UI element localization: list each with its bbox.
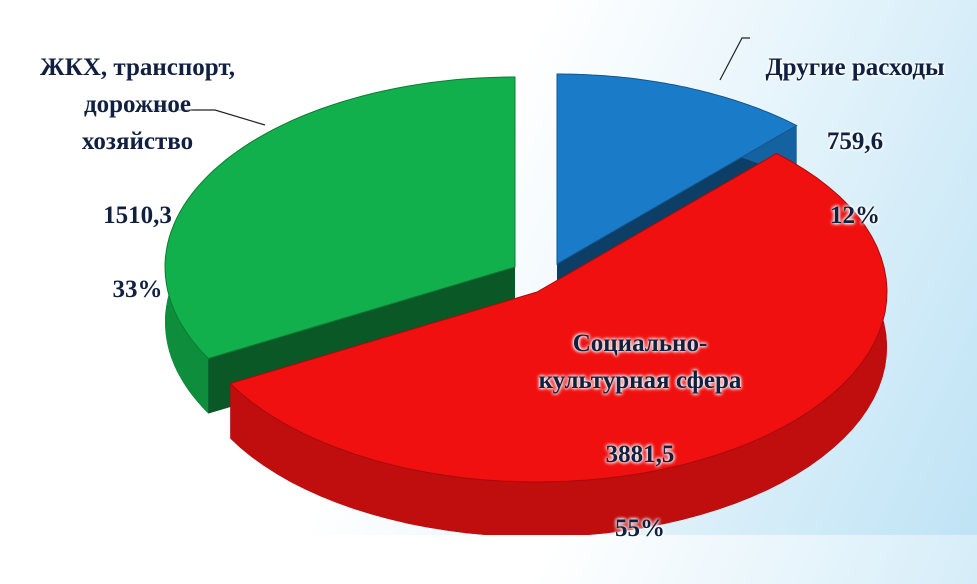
category-label: Социально- культурная сфера <box>538 330 742 394</box>
slice <box>164 76 516 360</box>
category-label: ЖКХ, транспорт, дорожное хозяйство <box>39 54 236 155</box>
slice <box>556 73 798 265</box>
leader-line <box>719 37 750 81</box>
percent-label: 55% <box>615 515 665 542</box>
slice <box>229 152 888 483</box>
leader-line <box>150 109 266 126</box>
percent-label: 12% <box>830 202 880 229</box>
pie <box>164 73 888 535</box>
slice-label: Социально- культурная сфера 3881,5 55% <box>470 288 810 584</box>
category-label: Другие расходы <box>765 54 945 81</box>
value-label: 1510,3 <box>103 202 172 229</box>
chart <box>150 37 888 535</box>
percent-label: 33% <box>112 276 163 303</box>
value-label: 759,6 <box>826 128 884 155</box>
value-label: 3881,5 <box>605 441 675 468</box>
slice-label: Другие расходы 759,6 12% <box>735 12 975 271</box>
slice-label: ЖКХ, транспорт, дорожное хозяйство 1510,… <box>0 12 275 345</box>
page: Другие расходы 759,6 12% Социально- куль… <box>0 0 977 542</box>
